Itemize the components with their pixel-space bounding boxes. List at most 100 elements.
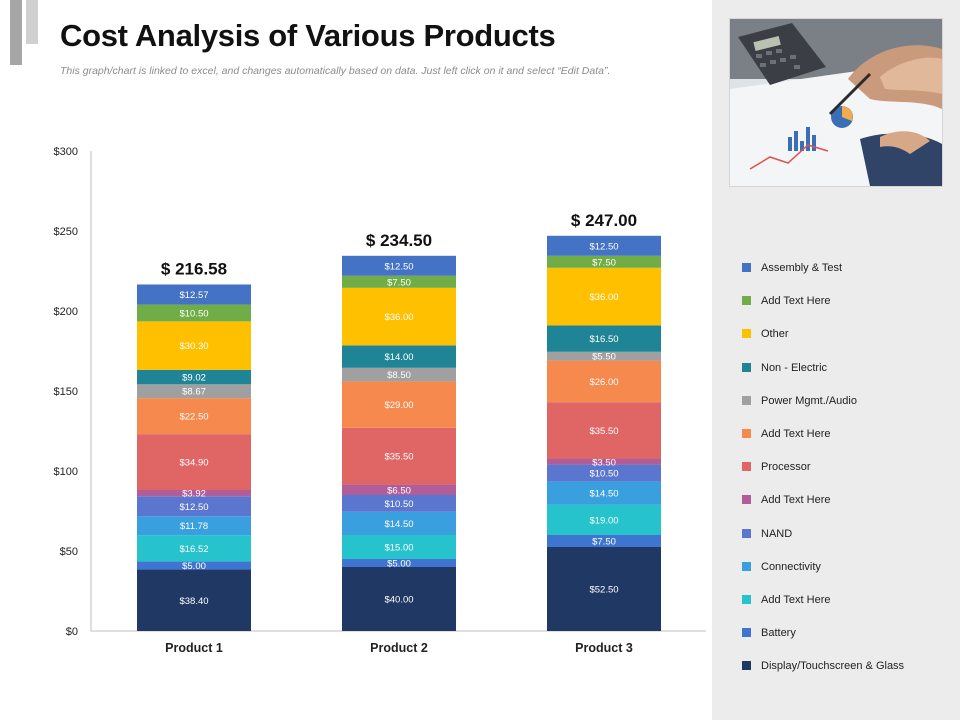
data-label: $19.00 — [589, 515, 618, 526]
data-label: $34.90 — [179, 458, 208, 469]
bar-segment — [137, 490, 251, 497]
legend-item: Battery — [742, 627, 904, 660]
bar-segment — [137, 369, 251, 385]
legend-item: Add Text Here — [742, 428, 904, 461]
bar-segment — [547, 459, 661, 465]
bar-segment — [342, 511, 456, 535]
y-tick-label: $250 — [54, 226, 78, 238]
chart-legend: Assembly & Test Add Text Here Other Non - E… — [742, 262, 904, 693]
bar-segment — [342, 427, 456, 485]
y-tick-label: $150 — [54, 386, 78, 398]
data-label: $12.50 — [589, 241, 618, 252]
cost-chart: $0 $50 $100 $150 $200 $250 $300 $38.40 $5.00 $16.… — [54, 146, 706, 655]
data-label: $36.00 — [589, 292, 618, 303]
data-label: $10.50 — [589, 469, 618, 480]
data-label: $40.00 — [384, 595, 413, 606]
legend-item: Processor — [742, 461, 904, 494]
data-label: $16.50 — [589, 334, 618, 345]
legend-label: Add Text Here — [761, 427, 831, 440]
bar-segment — [137, 569, 251, 631]
bar-segment — [137, 284, 251, 305]
data-label: $8.50 — [387, 370, 411, 381]
legend-swatch — [742, 362, 751, 372]
data-label: $6.50 — [387, 485, 411, 496]
legend-label: Power Mgmt./Audio — [761, 394, 857, 407]
bar-segment — [342, 287, 456, 346]
data-label: $38.40 — [179, 596, 208, 607]
legend-label: Display/Touchscreen & Glass — [761, 660, 905, 673]
data-label: $30.30 — [179, 341, 208, 352]
bar-segment — [547, 255, 661, 268]
data-label: $3.50 — [592, 457, 616, 468]
finance-analysis-photo — [729, 18, 943, 187]
data-label: $12.50 — [384, 261, 413, 272]
data-label: $7.50 — [592, 257, 616, 268]
total-label: $ 247.00 — [571, 211, 637, 230]
bar-segment — [547, 351, 661, 361]
legend-swatch — [742, 263, 751, 272]
bar-segment — [137, 561, 251, 570]
data-label: $5.50 — [592, 352, 616, 363]
legend-item: Assembly & Test — [742, 262, 904, 295]
legend-label: Battery — [761, 627, 796, 640]
bar-segment — [547, 464, 661, 482]
data-label: $14.00 — [384, 352, 413, 363]
legend-label: Processor — [761, 461, 811, 474]
bar-segment — [547, 535, 661, 547]
legend-swatch — [742, 296, 751, 306]
bar-segment — [137, 384, 251, 399]
bar-segment — [342, 275, 456, 288]
legend-label: Other — [761, 328, 789, 341]
x-tick-label: Product 2 — [370, 641, 428, 655]
legend-item: Add Text Here — [742, 494, 904, 527]
data-label: $10.50 — [179, 308, 208, 319]
legend-item: Add Text Here — [742, 594, 904, 627]
data-label: $36.00 — [384, 312, 413, 323]
data-label: $7.50 — [592, 537, 616, 548]
page-subtitle: This graph/chart is linked to excel, and… — [60, 65, 611, 77]
legend-swatch — [742, 628, 751, 638]
data-label: $52.50 — [589, 585, 618, 596]
data-label: $16.52 — [179, 544, 208, 555]
bar-segment — [342, 255, 456, 276]
page-title: Cost Analysis of Various Products — [60, 18, 556, 53]
bar-segment — [342, 484, 456, 495]
data-label: $14.50 — [589, 489, 618, 500]
bar-segment — [342, 535, 456, 559]
legend-swatch — [742, 428, 751, 438]
legend-swatch — [742, 528, 751, 538]
legend-item: Other — [742, 328, 904, 361]
bar-segment — [342, 495, 456, 512]
bar-segment — [342, 367, 456, 382]
legend-swatch — [742, 495, 751, 505]
data-label: $7.50 — [387, 277, 411, 288]
total-label: $ 216.58 — [161, 259, 227, 278]
legend-item: Non - Electric — [742, 362, 904, 395]
legend-item: Add Text Here — [742, 295, 904, 328]
data-label: $9.02 — [182, 373, 206, 384]
bar-segment — [137, 516, 251, 536]
bar-segment — [137, 304, 251, 322]
legend-swatch — [742, 561, 751, 571]
x-tick-label: Product 3 — [575, 641, 633, 655]
bar-segment — [547, 547, 661, 631]
y-tick-label: $50 — [60, 546, 78, 558]
legend-swatch — [742, 462, 751, 472]
data-label: $5.00 — [182, 561, 206, 572]
bar-segment — [137, 496, 251, 517]
bar-segment — [547, 267, 661, 326]
bar-segment — [547, 360, 661, 403]
bar-segment — [547, 402, 661, 459]
legend-label: Non - Electric — [761, 361, 828, 374]
bar-segment — [137, 434, 251, 491]
bar-segment — [342, 559, 456, 567]
data-label: $22.50 — [179, 412, 208, 423]
legend-label: Add Text Here — [761, 593, 831, 606]
bar-segment — [547, 325, 661, 352]
legend-swatch — [742, 395, 751, 405]
y-tick-label: $300 — [54, 146, 78, 158]
data-label: $10.50 — [384, 499, 413, 510]
finance-photo-illustration — [730, 19, 942, 186]
data-label: $35.50 — [589, 426, 618, 437]
legend-item: Power Mgmt./Audio — [742, 395, 904, 428]
